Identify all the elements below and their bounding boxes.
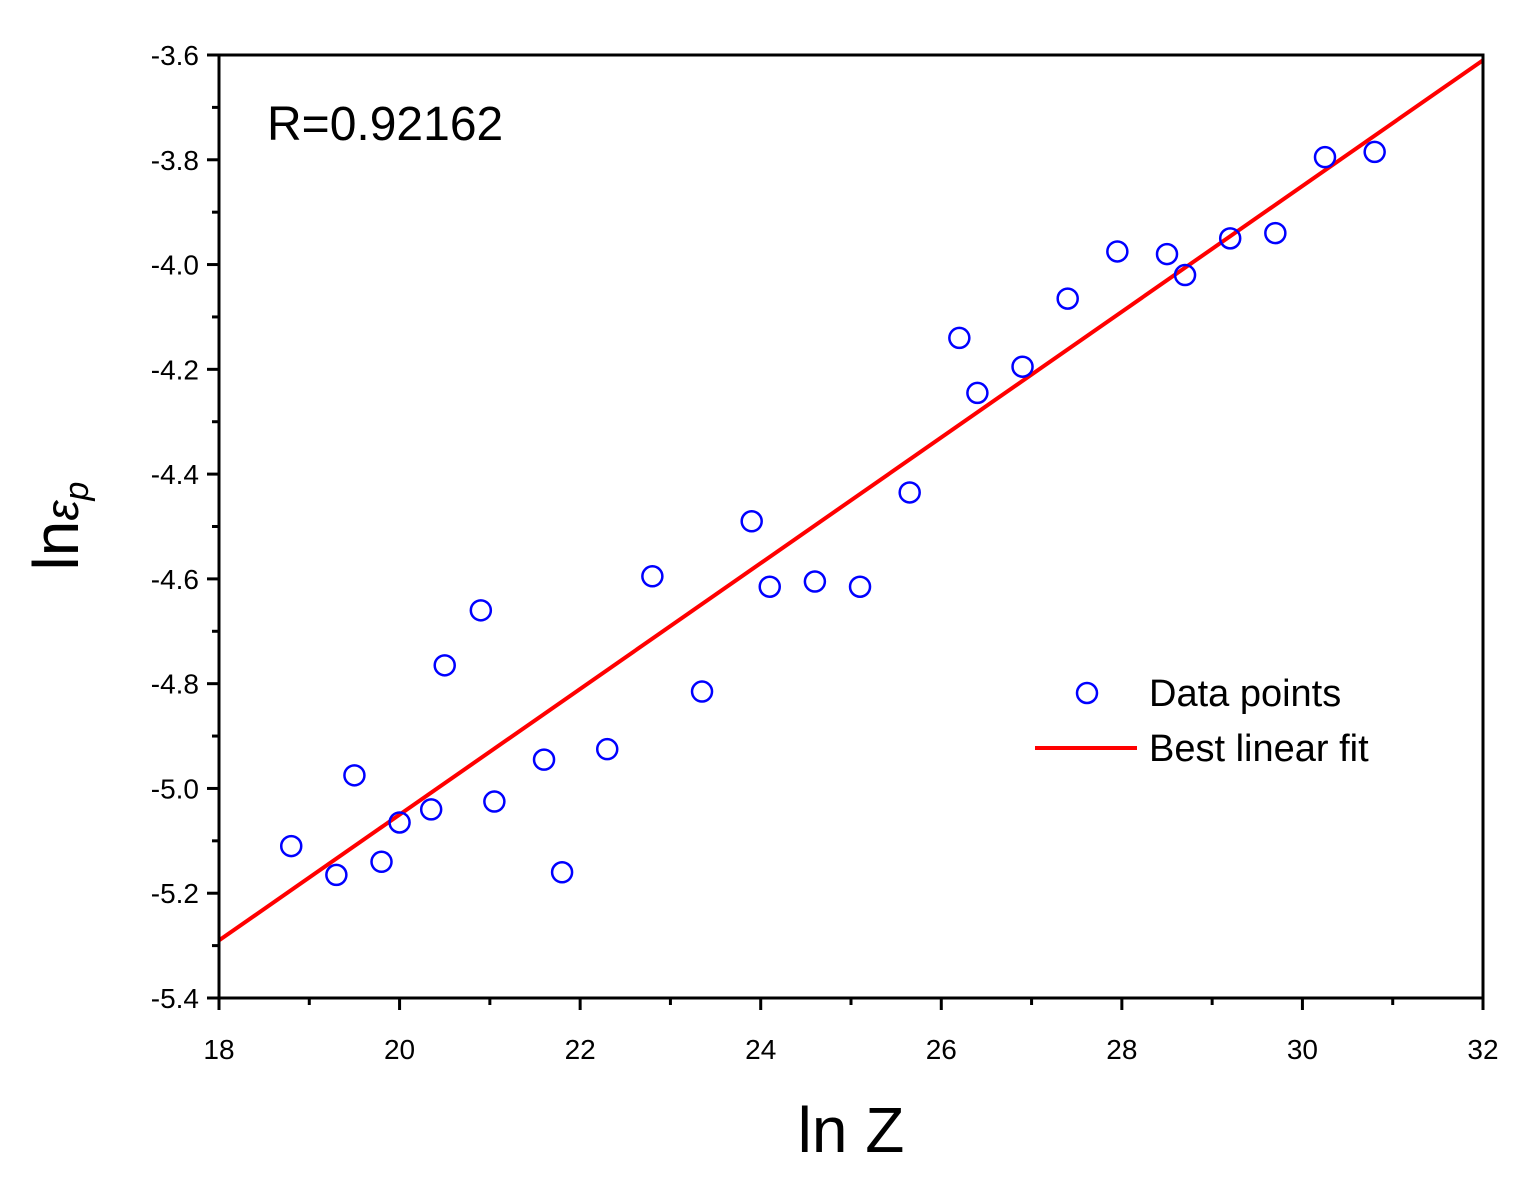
data-point [758,575,781,598]
data-point [1218,227,1242,250]
x-tick-label: 22 [565,1034,596,1065]
y-axis-title-epsilon: ε [36,500,88,521]
x-tick-label: 26 [926,1034,957,1065]
legend: Data points Best linear fit [1035,673,1369,770]
y-tick-label: -3.6 [151,40,199,71]
data-point [948,326,971,350]
data-point [532,748,556,771]
y-tick-label: -4.2 [151,354,199,385]
data-point [279,834,303,858]
y-tick-label: -4.0 [151,250,199,281]
data-point [1363,140,1386,164]
svg-text:lnεp: lnεp [20,482,96,571]
data-point [483,790,506,813]
y-tick-labels: -3.6 -3.8 -4.0 -4.2 -4.4 -4.6 -4.8 -5.0 -5.2 -5.4 [151,40,199,1014]
y-tick-label: -5.4 [151,983,199,1014]
data-point [1173,263,1197,287]
data-point [1155,242,1179,266]
data-point [419,798,443,821]
data-point [690,680,714,703]
x-axis-title: ln Z [798,1094,905,1166]
data-point [325,863,348,887]
data-point [1056,287,1079,310]
data-point [898,481,921,504]
legend-marker-data-points [1075,681,1099,705]
y-tick-label: -5.2 [151,878,199,909]
x-tick-label: 28 [1106,1034,1137,1065]
y-axis-title-ln: ln [20,521,92,571]
legend-label-best-fit: Best linear fit [1149,728,1369,770]
x-tick-label: 20 [384,1034,415,1065]
x-tick-label: 32 [1467,1034,1498,1065]
x-tick-labels: 18 20 22 24 26 28 30 32 [203,1034,1498,1065]
data-point [595,737,619,761]
y-axis-title: lnεp [20,482,96,571]
data-point [343,764,366,787]
data-point [966,381,989,405]
legend-label-data-points: Data points [1149,673,1341,715]
y-tick-label: -3.8 [151,145,199,176]
data-point [740,510,763,533]
y-axis-title-subscript: p [58,482,96,502]
y-tick-label: -4.4 [151,459,199,490]
y-tick-label: -4.6 [151,564,199,595]
r-value-annotation: R=0.92162 [267,98,503,151]
x-tick-label: 24 [745,1034,776,1065]
data-point [1313,145,1337,169]
data-point [550,861,574,884]
data-point [1106,240,1129,263]
data-point [1011,355,1034,378]
best-linear-fit-line [217,58,1485,943]
data-points [279,140,1386,887]
x-tick-label: 30 [1287,1034,1318,1065]
data-point [848,575,872,598]
plot-frame [217,53,1485,1000]
data-point [803,570,827,593]
data-point [388,811,411,834]
plot-content [217,58,1485,943]
y-tick-label: -5.0 [151,773,199,804]
data-point [641,565,664,588]
data-point [370,850,393,874]
data-point [1264,221,1287,245]
y-tick-label: -4.8 [151,669,199,700]
data-point [433,654,456,677]
y-major-ticks [207,53,219,1000]
x-tick-label: 18 [203,1034,234,1065]
x-major-ticks [217,998,1485,1010]
data-point [469,599,493,622]
